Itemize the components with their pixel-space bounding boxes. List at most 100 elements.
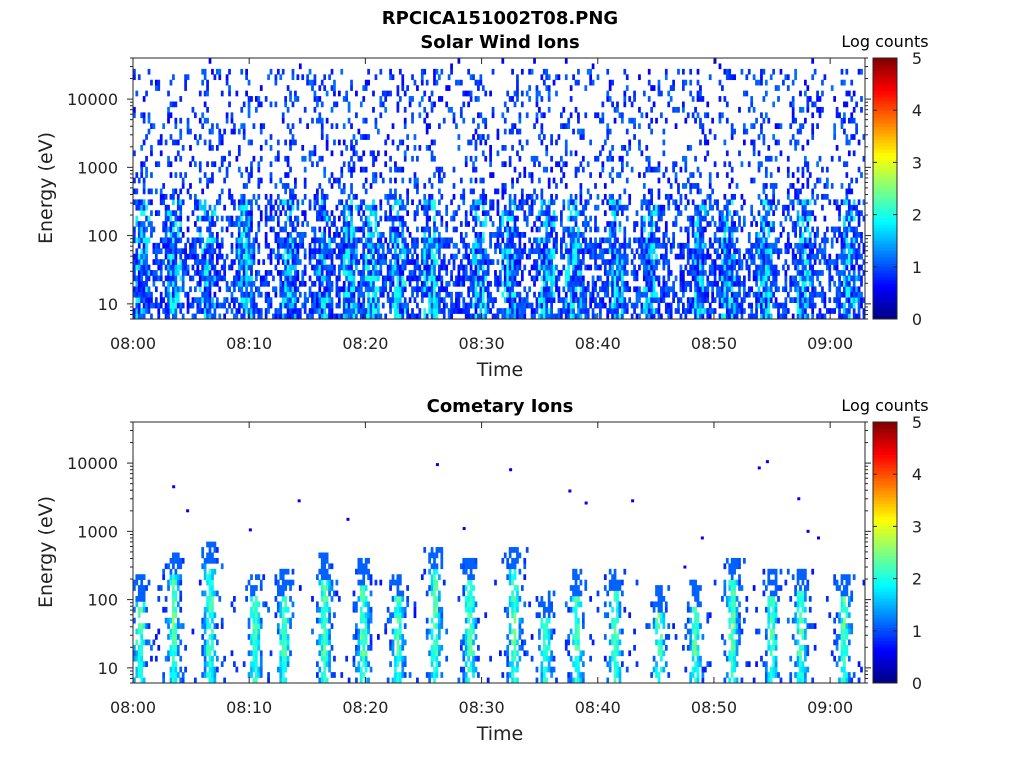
heatmap-cell	[394, 242, 397, 249]
heatmap-cell	[581, 291, 585, 298]
heatmap-cell	[459, 221, 463, 227]
heatmap-cell	[733, 313, 736, 320]
heatmap-cell	[508, 210, 512, 216]
heatmap-cell	[333, 101, 336, 108]
heatmap-cell	[330, 237, 334, 244]
heatmap-cell	[240, 106, 244, 113]
heatmap-cell	[389, 188, 392, 195]
heatmap-cell	[369, 253, 373, 260]
heatmap-cell	[516, 259, 519, 265]
heatmap-cell	[274, 79, 278, 86]
heatmap-cell	[791, 183, 795, 189]
heatmap-cell	[599, 302, 602, 309]
heatmap-cell	[401, 259, 405, 265]
heatmap-cell	[416, 313, 419, 320]
heatmap-cell	[696, 286, 700, 293]
heatmap-cell	[257, 177, 261, 184]
heatmap-cell	[438, 253, 441, 260]
heatmap-cell	[689, 188, 693, 195]
heatmap-cell	[762, 204, 766, 211]
heatmap-cell	[457, 79, 461, 86]
heatmap-cell	[347, 226, 351, 233]
heatmap-cell	[647, 96, 651, 102]
heatmap-cell	[201, 291, 205, 298]
heatmap-cell	[247, 275, 251, 282]
heatmap-cell	[650, 221, 654, 227]
heatmap-cell	[479, 253, 483, 260]
heatmap-cell	[162, 221, 166, 227]
heatmap-cell	[760, 313, 763, 320]
heatmap-cell	[721, 259, 724, 265]
heatmap-cell	[208, 237, 212, 244]
heatmap-cell	[320, 204, 324, 211]
heatmap-cell	[682, 253, 685, 260]
heatmap-cell	[301, 145, 305, 151]
heatmap-cell	[777, 253, 780, 260]
heatmap-cell	[630, 117, 634, 124]
heatmap-cell	[716, 291, 719, 298]
heatmap-cell	[650, 226, 654, 233]
heatmap-cell	[711, 291, 715, 298]
heatmap-cell	[225, 112, 229, 119]
heatmap-cell	[176, 204, 180, 211]
heatmap-cell	[560, 112, 563, 119]
heatmap-cell	[462, 101, 466, 108]
heatmap-cell	[635, 248, 639, 255]
heatmap-cell	[213, 161, 217, 168]
heatmap-cell	[577, 112, 580, 119]
heatmap-cell	[716, 264, 719, 271]
heatmap-cell	[186, 226, 190, 233]
heatmap-cell	[528, 172, 532, 178]
heatmap-cell	[789, 297, 793, 303]
heatmap-cell	[479, 112, 483, 119]
heatmap-cell	[725, 253, 729, 260]
heatmap-cell	[750, 177, 754, 184]
heatmap-cell	[428, 237, 431, 244]
heatmap-cell	[511, 286, 514, 293]
heatmap-cell	[416, 85, 419, 91]
heatmap-cell	[606, 90, 610, 97]
heatmap-cell	[389, 264, 392, 271]
heatmap-cell	[689, 215, 693, 222]
heatmap-cell	[176, 297, 180, 303]
heatmap-cell	[269, 297, 273, 303]
heatmap-cell	[157, 259, 161, 265]
heatmap-cell	[547, 204, 551, 211]
heatmap-cell	[708, 183, 712, 189]
heatmap-cell	[357, 128, 361, 135]
heatmap-cell	[535, 308, 539, 314]
heatmap-cell	[728, 270, 732, 276]
heatmap-cell	[506, 237, 510, 244]
heatmap-cell	[176, 215, 180, 222]
heatmap-cell	[359, 291, 363, 298]
heatmap-cell	[638, 253, 641, 260]
heatmap-cell	[591, 248, 595, 255]
heatmap-cell	[313, 242, 317, 249]
heatmap-cell	[616, 280, 619, 287]
heatmap-cell	[677, 188, 680, 195]
heatmap-cell	[286, 302, 290, 309]
heatmap-cell	[169, 242, 173, 249]
heatmap-cell	[281, 253, 285, 260]
heatmap-cell	[235, 275, 239, 282]
heatmap-cell	[489, 161, 492, 168]
heatmap-cell	[330, 308, 334, 314]
heatmap-cell	[762, 253, 766, 260]
heatmap-cell	[452, 308, 456, 314]
heatmap-cell	[213, 221, 217, 227]
heatmap-cell	[252, 193, 256, 200]
heatmap-cell	[638, 145, 641, 151]
heatmap-cell	[672, 166, 675, 173]
heatmap-cell	[194, 253, 197, 260]
heatmap-cell	[479, 313, 483, 320]
heatmap-cell	[276, 68, 280, 75]
heatmap-cell	[589, 193, 593, 200]
heatmap-cell	[145, 134, 148, 140]
heatmap-cell	[235, 297, 239, 303]
heatmap-cell	[774, 264, 778, 271]
heatmap-cell	[581, 248, 585, 255]
heatmap-cell	[699, 123, 702, 129]
heatmap-cell	[743, 221, 746, 227]
heatmap-cell	[342, 259, 346, 265]
heatmap-cell	[481, 193, 485, 200]
